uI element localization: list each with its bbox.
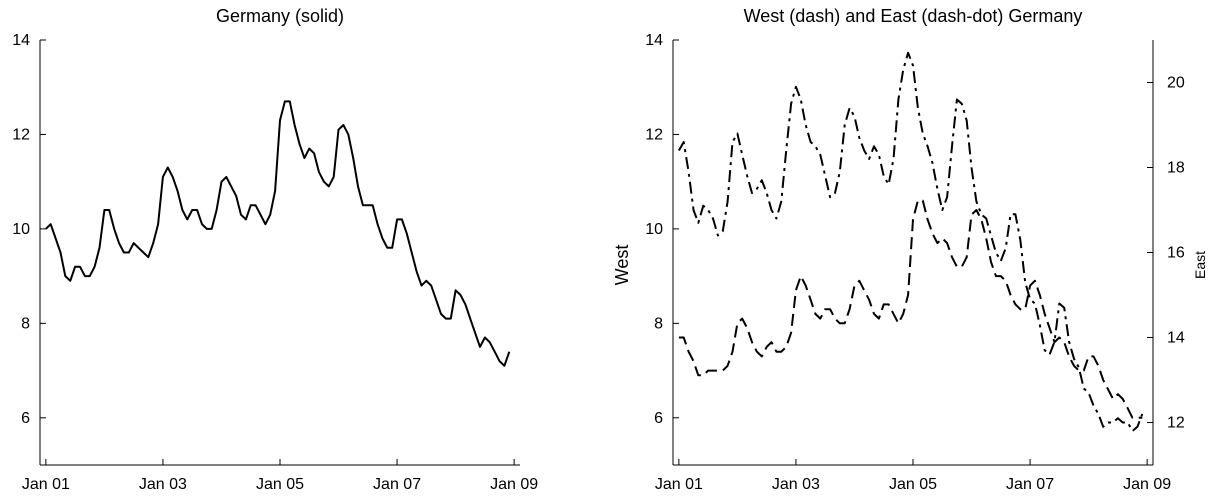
chart-germany: Germany (solid) Jan 01 Jan 03 Jan 05 Jan 07… (12, 6, 538, 493)
x-tick-label-west-east: Jan 05 (889, 476, 937, 493)
x-tick-label-west-east: Jan 09 (1123, 476, 1171, 493)
chart-title-west-east: West (dash) and East (dash-dot) Germany (744, 6, 1083, 26)
series-line-west-east-dash (678, 199, 1143, 419)
chart-title-germany: Germany (solid) (216, 6, 344, 26)
x-tick-label-germany: Jan 03 (139, 476, 187, 493)
series-layer-germany (45, 100, 511, 367)
series-line-germany-solid (45, 100, 511, 367)
x-tick-label-west-east: Jan 03 (772, 476, 820, 493)
y-tick-label-west-east: 14 (645, 32, 663, 49)
y-tick-label-germany: 6 (21, 410, 30, 427)
y-tick-label-west-east: 12 (645, 126, 663, 143)
y-tick-label-right-west-east: 12 (1167, 415, 1185, 432)
y-tick-label-west-east: 6 (654, 410, 663, 427)
x-tick-label-west-east: Jan 01 (655, 476, 703, 493)
x-tick-label-germany: Jan 09 (490, 476, 538, 493)
axes-germany: Jan 01 Jan 03 Jan 05 Jan 07 Jan 09 6 8 10 12 14 (12, 32, 538, 493)
x-tick-label-west-east: Jan 07 (1006, 476, 1054, 493)
axes-west-east: Jan 01 Jan 03 Jan 05 Jan 07 Jan 09 6 8 10 12 14 12… (645, 32, 1185, 493)
series-layer-west-east (678, 51, 1144, 432)
y-tick-label-germany: 12 (12, 126, 30, 143)
y-tick-label-right-west-east: 18 (1167, 160, 1185, 177)
y-axis-label-west: West (612, 245, 632, 286)
y-axis-label-east: East (1192, 251, 1208, 279)
y-tick-label-right-west-east: 14 (1167, 330, 1185, 347)
y-tick-label-right-west-east: 16 (1167, 245, 1185, 262)
y-tick-label-west-east: 8 (654, 315, 663, 332)
y-tick-label-west-east: 10 (645, 221, 663, 238)
x-tick-label-germany: Jan 05 (256, 476, 304, 493)
y-tick-label-germany: 14 (12, 32, 30, 49)
y-tick-label-germany: 10 (12, 221, 30, 238)
x-tick-label-germany: Jan 07 (373, 476, 421, 493)
y-tick-label-right-west-east: 20 (1167, 75, 1185, 92)
x-tick-label-germany: Jan 01 (22, 476, 70, 493)
chart-west-east: West (dash) and East (dash-dot) Germany … (612, 6, 1208, 493)
y-tick-label-germany: 8 (21, 315, 30, 332)
